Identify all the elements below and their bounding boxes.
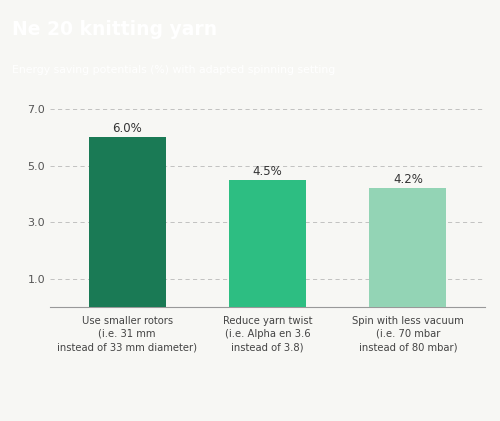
Text: 6.0%: 6.0% [112, 122, 142, 135]
Text: 4.5%: 4.5% [252, 165, 282, 178]
Bar [369, 188, 446, 307]
Text: Energy saving potentials (%) with adapted spinning setting: Energy saving potentials (%) with adapte… [12, 65, 336, 75]
Bar [88, 137, 166, 307]
Bar [229, 180, 306, 307]
Text: Ne 20 knitting yarn: Ne 20 knitting yarn [12, 20, 218, 39]
Text: 4.2%: 4.2% [393, 173, 423, 186]
